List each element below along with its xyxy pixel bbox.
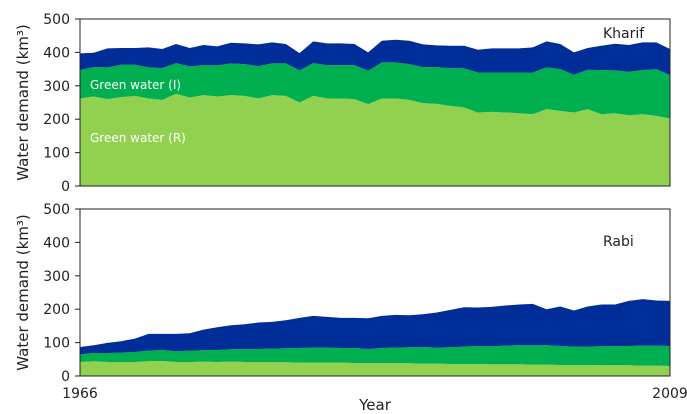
kharif-y-tick-label: 100 [43,146,70,162]
rabi-panel-title: Rabi [603,234,634,250]
rabi-y-tick-label: 500 [43,202,70,218]
x-axis-title: Year [358,396,392,414]
kharif-y-tick-label: 200 [43,112,70,128]
kharif-area-layers [80,39,670,186]
kharif-blue-water-label: Blue water [90,24,155,38]
rabi-y-tick-label: 200 [43,302,70,318]
x-tick-start: 1966 [62,386,98,402]
kharif-green-water-r-area [80,93,670,186]
kharif-y-tick-label: 400 [43,45,70,61]
kharif-green-water-i-label: Green water (I) [90,78,181,92]
kharif-y-axis-title: Water demand (km³) [14,24,32,180]
kharif-y-ticks: 0 100 200 300 400 500 [43,12,80,195]
rabi-y-axis-title: Water demand (km³) [14,214,32,370]
kharif-y-tick-label: 0 [61,179,70,195]
kharif-blue-water-area [80,39,670,76]
kharif-panel-title: Kharif [603,26,645,42]
rabi-y-tick-label: 300 [43,269,70,285]
rabi-y-tick-label: 400 [43,235,70,251]
rabi-green-water-i-area [80,345,670,366]
rabi-y-tick-label: 0 [61,369,70,385]
rabi-plot-frame [79,208,671,377]
panel-rabi: 0 100 200 300 400 500 Rabi Water demand (km³) [14,202,671,385]
rabi-y-ticks: 0 100 200 300 400 500 [43,202,80,385]
kharif-y-tick-label: 500 [43,12,70,28]
x-tick-end: 2009 [652,386,687,402]
rabi-area-layers [80,299,670,376]
kharif-green-water-r-label: Green water (R) [90,131,186,145]
kharif-y-tick-label: 300 [43,79,70,95]
rabi-blue-water-area [80,299,670,355]
rabi-green-water-r-area [80,360,670,376]
kharif-plot-frame [79,18,671,187]
kharif-green-water-i-area [80,62,670,119]
panel-kharif: 0 100 200 300 400 500 Kharif Blue water Green… [14,12,671,195]
rabi-y-tick-label: 100 [43,336,70,352]
